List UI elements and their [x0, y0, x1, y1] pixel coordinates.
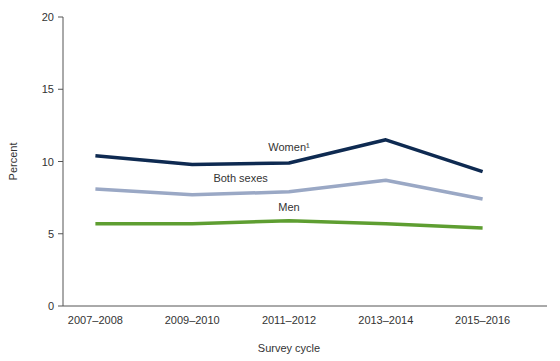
- y-tick: [58, 17, 63, 18]
- y-tick-label: 20: [42, 11, 54, 23]
- x-axis-line: [63, 306, 547, 307]
- chart-svg: 0 5 10 15 20 2007–2008 2009–2010 2011–2012 2013–…: [0, 0, 560, 361]
- y-tick: [58, 89, 63, 90]
- plot-lines: [95, 140, 482, 228]
- y-tick-label: 0: [48, 300, 54, 312]
- x-tick-label: 2013–2014: [358, 314, 413, 326]
- x-tick-label: 2007–2008: [68, 314, 123, 326]
- series-line: [95, 221, 482, 228]
- series-label: Men: [278, 201, 299, 213]
- y-tick: [58, 233, 63, 234]
- y-tick-label: 5: [48, 228, 54, 240]
- series-line: [95, 180, 482, 199]
- y-axis-title: Percent: [7, 143, 19, 181]
- x-tick-label: 2009–2010: [165, 314, 220, 326]
- y-tick-label: 10: [42, 156, 54, 168]
- series-label: Both sexes: [213, 172, 268, 184]
- y-tick: [58, 161, 63, 162]
- y-tick-label: 15: [42, 83, 54, 95]
- y-tick: [58, 306, 63, 307]
- x-axis-title: Survey cycle: [258, 342, 320, 354]
- series-line: [95, 140, 482, 172]
- series-label: Women¹: [268, 141, 310, 153]
- x-tick-label: 2011–2012: [262, 314, 316, 326]
- x-tick-label: 2015–2016: [455, 314, 510, 326]
- chart-container: 0 5 10 15 20 2007–2008 2009–2010 2011–2012 2013–…: [0, 0, 560, 361]
